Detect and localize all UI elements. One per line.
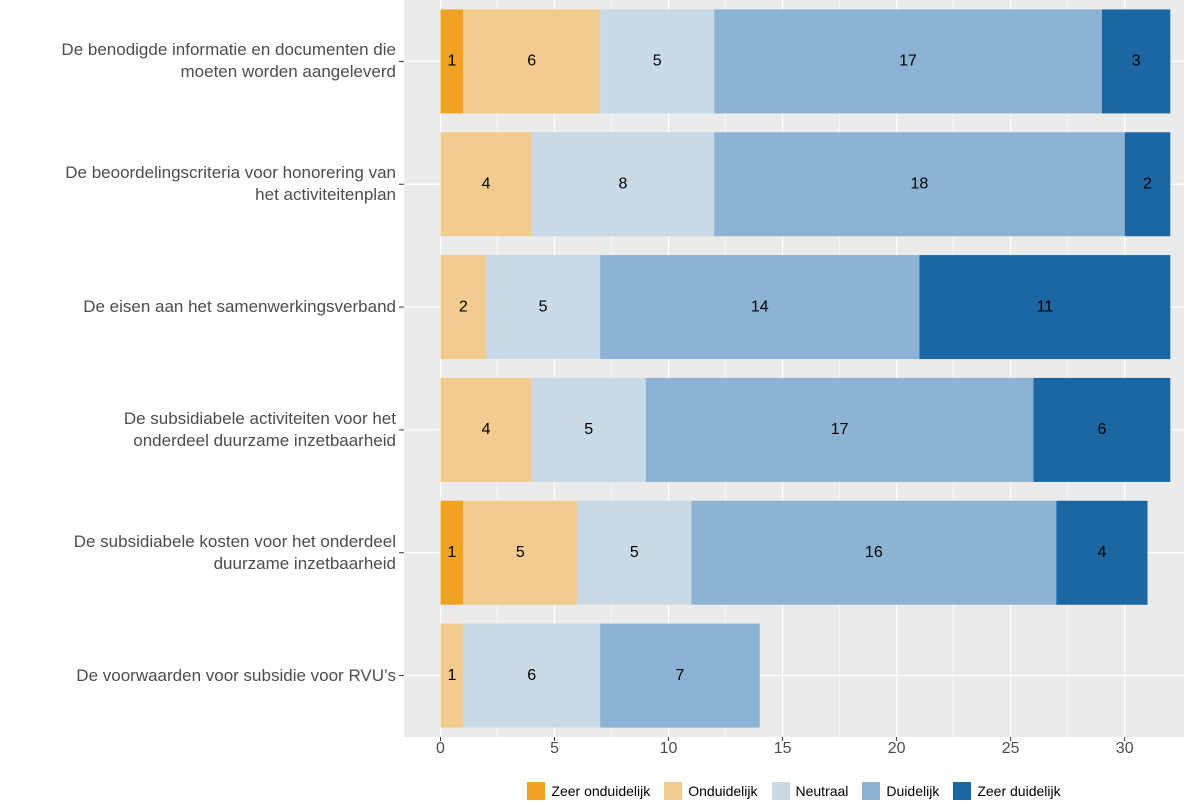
data-label: 5 <box>584 421 593 438</box>
y-tick-label: De subsidiabele kosten voor het onderdee… <box>73 531 396 573</box>
bar-segment <box>645 377 1034 482</box>
legend-swatch <box>771 782 790 800</box>
bar-segment <box>919 255 1171 360</box>
bar-segment <box>691 500 1057 605</box>
bar-segment <box>463 500 578 605</box>
x-tick-label: 10 <box>660 740 678 757</box>
bar-segment <box>440 623 464 728</box>
bar-segment <box>531 132 715 237</box>
data-label: 6 <box>527 667 536 684</box>
x-tick-label: 20 <box>888 740 906 757</box>
legend-label: Duidelijk <box>886 783 940 799</box>
legend-swatch <box>862 782 881 800</box>
data-label: 16 <box>865 544 883 561</box>
data-label: 1 <box>447 544 456 561</box>
x-tick-label: 30 <box>1116 740 1134 757</box>
legend-label: Zeer onduidelijk <box>551 783 651 799</box>
bar-segment <box>577 500 692 605</box>
bar-segment <box>440 377 532 482</box>
data-label: 5 <box>516 544 525 561</box>
bar-segment <box>440 132 532 237</box>
data-label: 2 <box>1143 175 1152 192</box>
data-label: 1 <box>447 53 456 70</box>
data-label: 14 <box>751 298 769 315</box>
bar-segment <box>1124 132 1171 237</box>
y-tick-label: De subsidiabele activiteiten voor het on… <box>123 408 396 450</box>
panel <box>404 0 1184 737</box>
y-tick-label: De eisen aan het samenwerkingsverband <box>83 297 396 317</box>
bar-segment <box>1033 377 1171 482</box>
bar-segment <box>440 255 487 360</box>
legend-swatch <box>664 782 683 800</box>
data-label: 11 <box>1037 298 1054 315</box>
bar-segment <box>600 623 760 728</box>
legend-swatch <box>527 782 546 800</box>
bar-segment <box>440 500 464 605</box>
legend-item: Duidelijk <box>862 782 939 800</box>
legend-label: Neutraal <box>795 783 849 799</box>
data-label: 2 <box>459 298 468 315</box>
data-label: 18 <box>911 175 929 192</box>
legend-item: Neutraal <box>771 782 849 800</box>
bar-segment <box>714 132 1125 237</box>
data-label: 3 <box>1132 53 1141 70</box>
x-tick-label: 15 <box>774 740 792 757</box>
bar-segment <box>463 9 601 114</box>
data-label: 1 <box>447 667 456 684</box>
data-label: 17 <box>899 53 917 70</box>
data-label: 6 <box>527 53 536 70</box>
legend-label: Onduidelijk <box>688 783 758 799</box>
bar-segment <box>600 9 715 114</box>
data-label: 8 <box>618 175 627 192</box>
data-label: 7 <box>676 667 685 684</box>
y-tick-label: De beoordelingscriteria voor honorering … <box>65 163 396 205</box>
bar-segment <box>463 623 601 728</box>
y-tick-label: De voorwaarden voor subsidie voor RVU’s <box>76 665 396 685</box>
legend-item: Onduidelijk <box>664 782 758 800</box>
legend-swatch <box>953 782 972 800</box>
bar-segment <box>486 255 601 360</box>
data-label: 5 <box>539 298 548 315</box>
y-tick-label: De benodigde informatie en documenten di… <box>61 40 396 82</box>
data-label: 5 <box>630 544 639 561</box>
x-tick-label: 25 <box>1002 740 1020 757</box>
data-label: 17 <box>831 421 849 438</box>
bar-segment <box>600 255 920 360</box>
legend: Zeer onduidelijk Onduidelijk Neutraal Duide… <box>404 782 1184 800</box>
data-label: 4 <box>482 421 491 438</box>
data-label: 5 <box>653 53 662 70</box>
bar-segment <box>531 377 646 482</box>
bar-segment <box>714 9 1102 114</box>
bar-segment <box>1101 9 1171 114</box>
data-label: 4 <box>1097 544 1106 561</box>
bar-segment <box>1056 500 1148 605</box>
x-tick-label: 5 <box>550 740 559 757</box>
bar-segment <box>440 9 464 114</box>
x-tick-label: 0 <box>436 740 445 757</box>
data-label: 4 <box>482 175 491 192</box>
legend-item: Zeer onduidelijk <box>527 782 650 800</box>
data-label: 6 <box>1097 421 1106 438</box>
legend-item: Zeer duidelijk <box>953 782 1061 800</box>
legend-label: Zeer duidelijk <box>977 783 1061 799</box>
